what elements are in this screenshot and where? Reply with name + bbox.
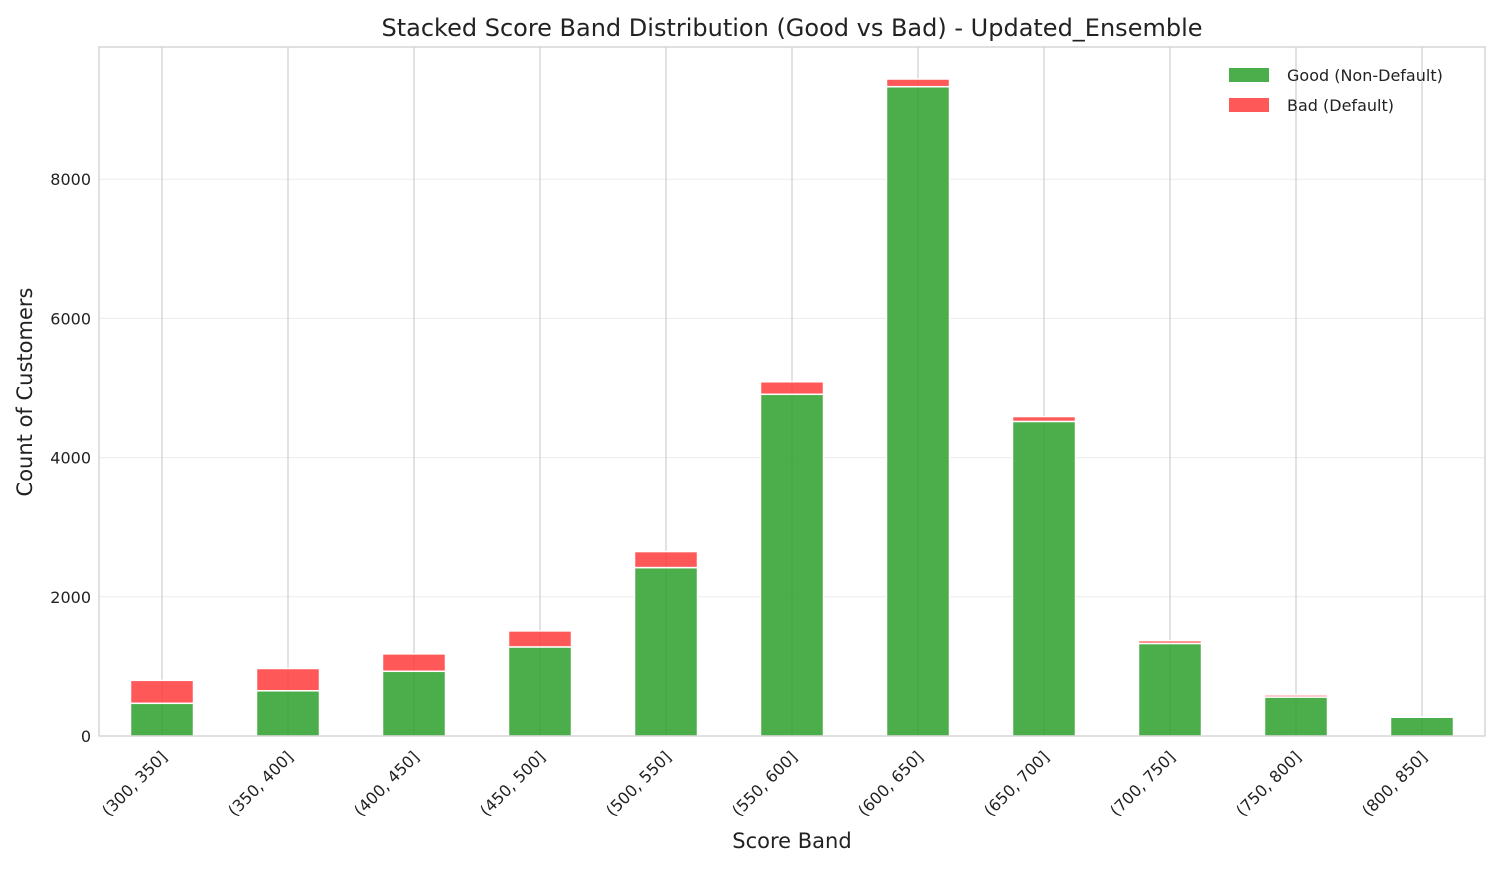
bar-bad: [381, 653, 447, 673]
bar-good: [1137, 642, 1203, 737]
y-tick-label: 6000: [50, 309, 91, 328]
bar-bad: [507, 630, 573, 648]
bar-good: [1263, 696, 1329, 737]
x-tick-label: (550, 600]: [728, 747, 801, 820]
x-tick-label: (400, 450]: [350, 747, 423, 820]
legend-swatch-bad: [1229, 98, 1269, 112]
bar-bad: [1137, 639, 1203, 645]
x-tick-label: (500, 550]: [602, 747, 675, 820]
x-tick-label: (650, 700]: [980, 747, 1053, 820]
x-tick-label: (800, 850]: [1358, 747, 1431, 820]
y-tick-label: 4000: [50, 449, 91, 468]
bar-bad: [1263, 694, 1329, 698]
legend: Good (Non-Default) Bad (Default): [1229, 66, 1443, 115]
bar-good: [885, 85, 951, 737]
bar-bad: [885, 78, 951, 88]
y-tick-label: 2000: [50, 588, 91, 607]
bars-layer: [129, 78, 1455, 737]
y-axis-label: Count of Customers: [13, 288, 37, 497]
bar-good: [759, 393, 825, 737]
bar-good: [255, 690, 321, 737]
x-axis-label: Score Band: [732, 829, 851, 853]
x-tick-label: (700, 750]: [1106, 747, 1179, 820]
x-tick-label: (600, 650]: [854, 747, 927, 820]
bar-bad: [255, 667, 321, 692]
bar-bad: [759, 381, 825, 396]
chart-title: Stacked Score Band Distribution (Good vs…: [381, 14, 1202, 42]
bar-bad: [633, 550, 699, 569]
bar-bad: [1011, 415, 1077, 423]
bar-good: [129, 702, 195, 737]
y-tick-label: 8000: [50, 170, 91, 189]
bar-good: [507, 646, 573, 737]
bar-good: [381, 670, 447, 737]
bar-bad: [129, 679, 195, 705]
legend-swatch-good: [1229, 68, 1269, 82]
bar-good: [633, 566, 699, 737]
bar-good: [1389, 716, 1455, 737]
x-tick-label: (350, 400]: [224, 747, 297, 820]
y-tick-label: 0: [81, 727, 91, 746]
x-tick-label: (300, 350]: [98, 747, 171, 820]
legend-label-bad: Bad (Default): [1287, 96, 1394, 115]
x-tick-label: (750, 800]: [1232, 747, 1305, 820]
bar-good: [1011, 420, 1077, 737]
x-tick-label: (450, 500]: [476, 747, 549, 820]
plot-frame: [98, 46, 1486, 737]
legend-label-good: Good (Non-Default): [1287, 66, 1443, 85]
